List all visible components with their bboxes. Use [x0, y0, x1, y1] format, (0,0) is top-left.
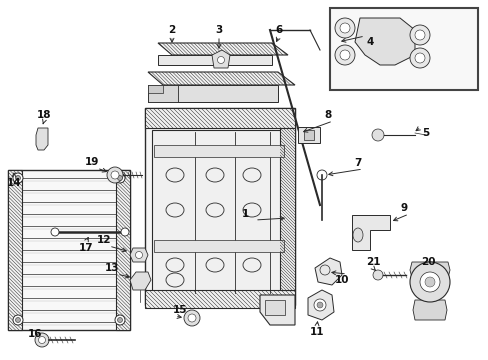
Circle shape [117, 175, 122, 180]
Circle shape [135, 252, 142, 258]
Text: 2: 2 [168, 25, 175, 35]
Text: 16: 16 [28, 329, 42, 339]
Bar [329, 8, 477, 90]
Text: 19: 19 [84, 157, 99, 167]
Polygon shape [351, 215, 389, 250]
Text: 11: 11 [309, 327, 324, 337]
Polygon shape [260, 295, 294, 325]
Polygon shape [158, 43, 287, 55]
Circle shape [316, 302, 323, 308]
Circle shape [409, 48, 429, 68]
Polygon shape [145, 108, 294, 305]
Circle shape [107, 167, 123, 183]
Polygon shape [130, 248, 148, 262]
Text: 15: 15 [172, 305, 187, 315]
Circle shape [16, 175, 20, 180]
Polygon shape [130, 272, 151, 290]
Circle shape [334, 45, 354, 65]
Polygon shape [307, 290, 333, 320]
Circle shape [414, 30, 424, 40]
Circle shape [13, 315, 23, 325]
Text: 4: 4 [366, 37, 373, 47]
Circle shape [339, 50, 349, 60]
Circle shape [117, 318, 122, 323]
Text: 20: 20 [420, 257, 434, 267]
Polygon shape [145, 290, 294, 308]
Bar [304, 130, 313, 140]
Polygon shape [36, 128, 48, 150]
Circle shape [217, 57, 224, 63]
Text: 14: 14 [7, 178, 21, 188]
Circle shape [313, 299, 325, 311]
Circle shape [111, 171, 119, 179]
Polygon shape [148, 85, 278, 102]
Bar [148, 85, 178, 102]
Bar [154, 240, 284, 252]
Circle shape [339, 23, 349, 33]
Circle shape [115, 173, 125, 183]
Circle shape [409, 25, 429, 45]
Bar [297, 127, 319, 143]
Polygon shape [8, 170, 22, 330]
Circle shape [121, 228, 129, 236]
Circle shape [115, 315, 125, 325]
Bar [152, 130, 286, 295]
Polygon shape [409, 262, 449, 278]
Polygon shape [148, 72, 294, 85]
Polygon shape [354, 18, 414, 65]
Polygon shape [212, 50, 229, 68]
Circle shape [16, 318, 20, 323]
Polygon shape [280, 128, 294, 290]
Text: 9: 9 [400, 203, 407, 213]
Bar [148, 85, 163, 93]
Polygon shape [116, 170, 130, 330]
Polygon shape [145, 108, 294, 128]
Circle shape [371, 129, 383, 141]
Circle shape [419, 272, 439, 292]
Circle shape [35, 333, 49, 347]
Text: 6: 6 [275, 25, 282, 35]
Text: 1: 1 [241, 209, 248, 219]
Text: 5: 5 [422, 128, 429, 138]
Text: 17: 17 [79, 243, 93, 253]
Text: 10: 10 [334, 275, 348, 285]
Polygon shape [158, 55, 271, 65]
Circle shape [51, 228, 59, 236]
Polygon shape [314, 258, 341, 285]
Ellipse shape [352, 228, 362, 242]
Polygon shape [8, 170, 22, 330]
Polygon shape [148, 72, 294, 85]
Circle shape [334, 18, 354, 38]
Polygon shape [412, 300, 446, 320]
Polygon shape [116, 170, 130, 330]
Polygon shape [145, 290, 294, 308]
Bar [154, 145, 284, 157]
Text: 8: 8 [324, 110, 331, 120]
Circle shape [424, 277, 434, 287]
Circle shape [187, 314, 196, 322]
Text: 7: 7 [354, 158, 361, 168]
Polygon shape [145, 108, 294, 128]
Polygon shape [280, 128, 294, 290]
Circle shape [39, 337, 45, 343]
Bar [264, 300, 285, 315]
Text: 13: 13 [104, 263, 119, 273]
Text: 3: 3 [215, 25, 222, 35]
Circle shape [183, 310, 200, 326]
Text: 12: 12 [97, 235, 111, 245]
Circle shape [414, 53, 424, 63]
Polygon shape [158, 43, 287, 55]
Circle shape [13, 173, 23, 183]
Circle shape [409, 262, 449, 302]
Circle shape [372, 270, 382, 280]
Text: 21: 21 [365, 257, 380, 267]
Polygon shape [8, 170, 130, 330]
Text: 18: 18 [37, 110, 51, 120]
